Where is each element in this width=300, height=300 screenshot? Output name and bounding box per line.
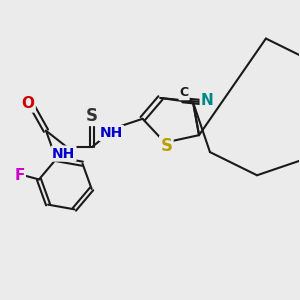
Text: F: F — [14, 167, 25, 182]
Text: S: S — [86, 107, 98, 125]
Text: S: S — [160, 136, 172, 154]
Text: C: C — [179, 86, 189, 99]
Text: O: O — [22, 96, 34, 111]
Text: NH: NH — [100, 126, 123, 140]
Text: N: N — [201, 93, 214, 108]
Text: NH: NH — [52, 147, 75, 160]
